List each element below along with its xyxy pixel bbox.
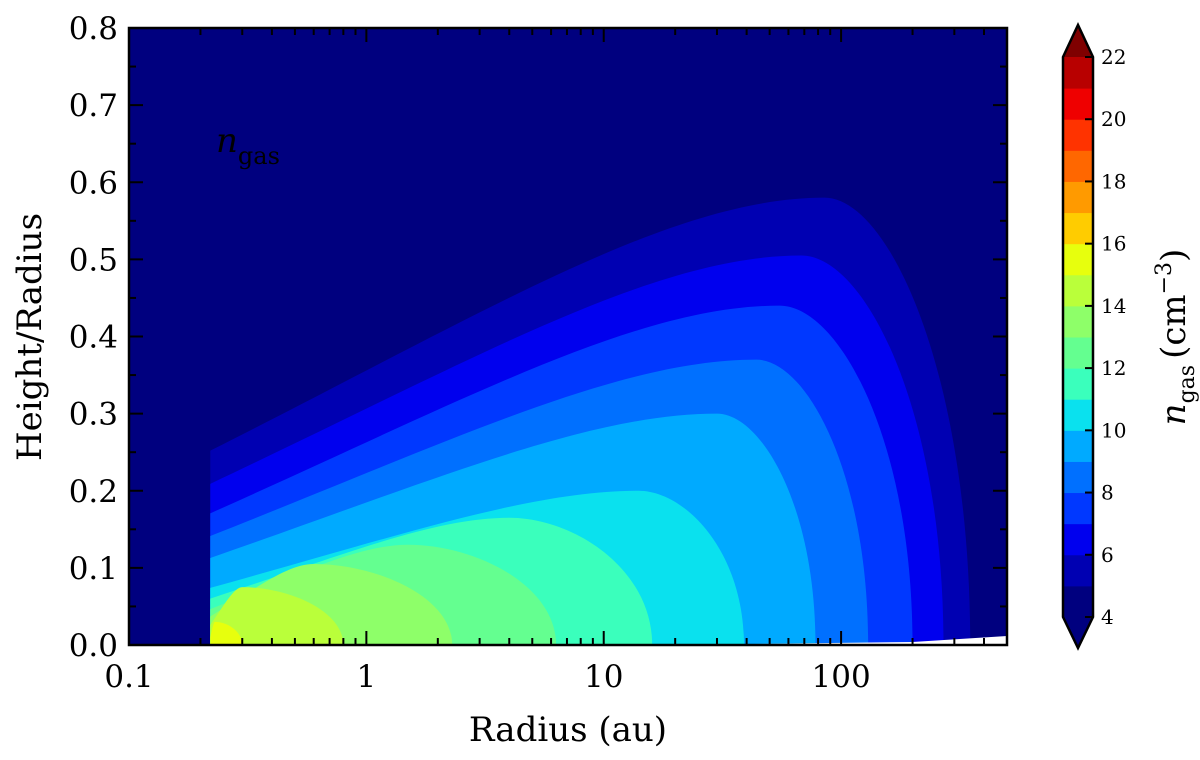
- colorbar-label-exponent: −3: [1152, 262, 1177, 294]
- colorbar-segment: [1063, 305, 1093, 338]
- colorbar-segment: [1063, 212, 1093, 245]
- colorbar-segment: [1063, 430, 1093, 462]
- colorbar-segment: [1063, 554, 1093, 587]
- x-axis-label: Radius (au): [469, 710, 667, 750]
- colorbar-segment: [1063, 274, 1093, 307]
- x-tick-label: 1: [356, 659, 376, 695]
- y-axis: 0.0 0.1 0.2 0.3 0.4 0.5 0.6 0.7 0.8: [69, 11, 1007, 664]
- colorbar-tick-label: 6: [1101, 543, 1114, 567]
- colorbar-segment: [1063, 585, 1093, 618]
- x-axis: 0.1 1 10 100: [104, 28, 1008, 695]
- y-tick-label: 0.3: [69, 397, 118, 433]
- contour-level-15: [210, 621, 243, 645]
- svg-text:ngas(cm−3): ngas (cm−3): [1152, 249, 1200, 426]
- contour-layer: [210, 197, 1007, 645]
- colorbar-segment: [1063, 243, 1093, 276]
- colorbar-tick-label: 10: [1101, 418, 1126, 442]
- y-tick-label: 0.1: [69, 551, 118, 587]
- colorbar-label: ngas (cm−3): [1152, 249, 1200, 426]
- colorbar-tick-label: 8: [1101, 481, 1114, 505]
- plot-area: [127, 26, 1009, 647]
- y-tick-label: 0.2: [69, 474, 118, 510]
- annotation-symbol: n: [216, 121, 238, 161]
- colorbar-segment: [1063, 461, 1093, 494]
- colorbar-segment: [1063, 523, 1093, 556]
- colorbar-tick-label: 20: [1101, 107, 1126, 131]
- colorbar-segment: [1063, 399, 1093, 431]
- y-tick-label: 0.4: [69, 320, 118, 356]
- colorbar-tick-label: 16: [1101, 232, 1126, 256]
- x-tick-label: 10: [584, 659, 623, 695]
- colorbar-tick-label: 14: [1101, 294, 1126, 318]
- colorbar-tick-label: 22: [1101, 45, 1126, 69]
- colorbar-label-close: ): [1154, 249, 1194, 262]
- y-tick-label: 0.7: [69, 88, 118, 124]
- colorbar-tick-label: 4: [1101, 605, 1114, 629]
- y-tick-label: 0.5: [69, 242, 118, 278]
- colorbar-segment: [1063, 368, 1093, 400]
- y-tick-label: 0.6: [69, 165, 118, 201]
- y-tick-label: 0.0: [69, 628, 118, 664]
- contour-level-14: [210, 587, 344, 645]
- colorbar-segment: [1063, 150, 1093, 182]
- colorbar-segment: [1063, 492, 1093, 525]
- colorbar-tick-label: 18: [1101, 169, 1126, 193]
- colorbar-label-unit: (cm: [1154, 294, 1194, 359]
- colorbar-extend-min: [1063, 617, 1093, 648]
- colorbar-segment: [1063, 57, 1093, 89]
- annotation-subscript: gas: [238, 142, 280, 170]
- plot-annotation: ngas: [216, 121, 280, 170]
- x-tick-label: 100: [812, 659, 871, 695]
- colorbar-segment: [1063, 337, 1093, 369]
- colorbar-label-symbol: n: [1154, 403, 1194, 425]
- colorbar: 4 6 8 10 12 14 16 18 20 22: [1061, 22, 1126, 651]
- midplane-gap: [675, 636, 1007, 645]
- colorbar-tick-label: 12: [1101, 356, 1126, 380]
- y-tick-label: 0.8: [69, 11, 118, 47]
- x-tick-label: 0.1: [104, 659, 153, 695]
- colorbar-extend-max: [1063, 25, 1093, 57]
- colorbar-segment: [1063, 119, 1093, 151]
- colorbar-segment: [1063, 88, 1093, 120]
- colorbar-segment: [1063, 181, 1093, 214]
- colorbar-label-subscript: gas: [1175, 365, 1200, 404]
- y-axis-label: Height/Radius: [10, 213, 50, 461]
